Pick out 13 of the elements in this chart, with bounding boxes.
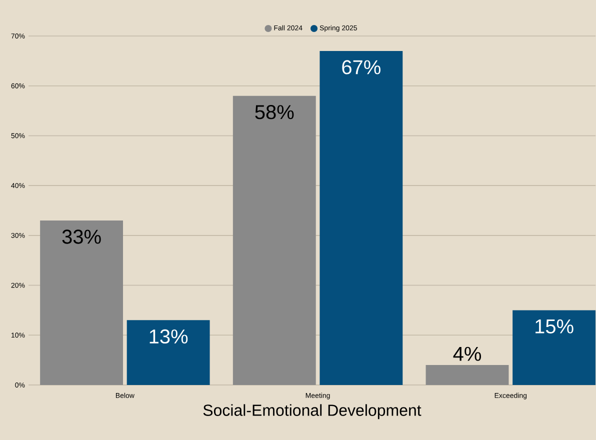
x-axis-title: Social-Emotional Development: [203, 404, 422, 420]
bar: [40, 220, 124, 385]
bar: [232, 96, 316, 385]
data-label: 13%: [150, 329, 188, 344]
bar: [320, 50, 403, 385]
bar: [512, 310, 596, 385]
bar: [126, 320, 210, 385]
data-label: 15%: [536, 319, 574, 334]
data-label: 4%: [453, 346, 481, 361]
bar: [426, 365, 509, 385]
data-label: 33%: [62, 230, 101, 244]
data-label: 67%: [342, 60, 380, 74]
data-label: 58%: [255, 105, 294, 120]
